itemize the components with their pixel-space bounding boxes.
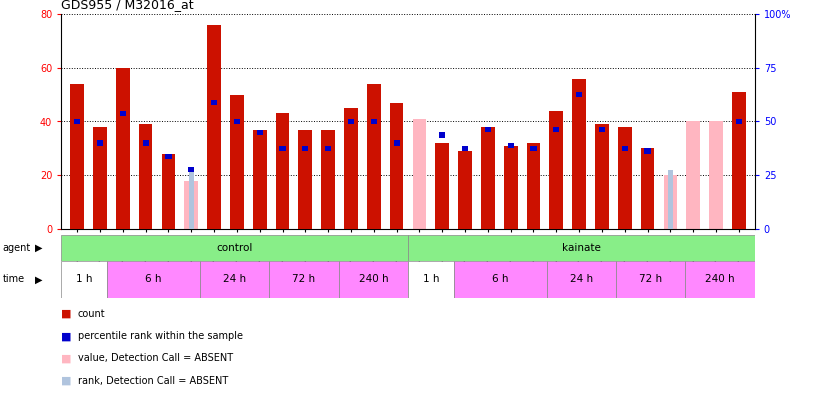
Bar [459, 151, 472, 229]
Bar [616, 261, 685, 298]
Text: ■: ■ [61, 331, 72, 341]
Bar [709, 122, 723, 229]
Bar [339, 261, 408, 298]
Text: 1 h: 1 h [423, 275, 439, 284]
Bar [641, 148, 654, 229]
Bar [547, 261, 616, 298]
Text: 72 h: 72 h [292, 275, 316, 284]
Bar [393, 140, 400, 146]
Bar [686, 122, 700, 229]
Text: GDS955 / M32016_at: GDS955 / M32016_at [61, 0, 194, 11]
Bar [439, 132, 446, 138]
Bar [143, 140, 149, 146]
Bar [166, 153, 171, 159]
Bar [93, 127, 107, 229]
Text: ▶: ▶ [35, 243, 42, 253]
Bar [455, 261, 547, 298]
Bar [595, 124, 609, 229]
Bar [413, 119, 426, 229]
Bar [108, 261, 200, 298]
Bar [408, 261, 455, 298]
Bar [736, 119, 742, 124]
Text: 24 h: 24 h [570, 275, 593, 284]
Bar [74, 119, 80, 124]
Bar [200, 261, 269, 298]
Bar [230, 95, 244, 229]
Bar [367, 84, 380, 229]
Text: 72 h: 72 h [639, 275, 663, 284]
Bar [70, 84, 84, 229]
Bar [526, 143, 540, 229]
Bar [188, 167, 194, 173]
Bar [576, 92, 582, 97]
Bar [390, 103, 403, 229]
Text: 240 h: 240 h [705, 275, 735, 284]
Bar [253, 130, 267, 229]
Text: count: count [78, 309, 105, 319]
Bar [530, 146, 537, 151]
Bar [503, 146, 517, 229]
Bar [408, 235, 755, 261]
Bar [269, 261, 339, 298]
Bar [663, 175, 677, 229]
Text: control: control [216, 243, 253, 253]
Bar [618, 127, 632, 229]
Bar [120, 111, 126, 116]
Bar [184, 181, 198, 229]
Bar [462, 146, 468, 151]
Bar [211, 100, 217, 105]
Bar [436, 143, 449, 229]
Bar [207, 25, 221, 229]
Bar [668, 170, 672, 229]
Bar [162, 153, 175, 229]
Text: ■: ■ [61, 376, 72, 386]
Bar [61, 261, 108, 298]
Text: kainate: kainate [562, 243, 601, 253]
Bar [572, 79, 586, 229]
Bar [344, 108, 357, 229]
Bar [622, 146, 628, 151]
Bar [61, 235, 408, 261]
Text: 6 h: 6 h [492, 275, 508, 284]
Text: rank, Detection Call = ABSENT: rank, Detection Call = ABSENT [78, 376, 228, 386]
Bar [732, 92, 746, 229]
Text: 24 h: 24 h [223, 275, 246, 284]
Bar [256, 130, 263, 135]
Text: 6 h: 6 h [145, 275, 162, 284]
Text: agent: agent [2, 243, 31, 253]
Text: 1 h: 1 h [76, 275, 92, 284]
Bar [234, 119, 240, 124]
Bar [481, 127, 494, 229]
Bar [685, 261, 755, 298]
Bar [276, 113, 290, 229]
Text: 240 h: 240 h [358, 275, 388, 284]
Text: ■: ■ [61, 309, 72, 319]
Bar [348, 119, 354, 124]
Bar [645, 148, 650, 153]
Bar [325, 146, 331, 151]
Bar [97, 140, 103, 146]
Bar [302, 146, 308, 151]
Bar [599, 127, 605, 132]
Bar [299, 130, 313, 229]
Bar [279, 146, 286, 151]
Bar [139, 124, 153, 229]
Text: time: time [2, 275, 24, 284]
Text: ■: ■ [61, 354, 72, 363]
Bar [116, 68, 130, 229]
Text: value, Detection Call = ABSENT: value, Detection Call = ABSENT [78, 354, 233, 363]
Bar [485, 127, 491, 132]
Text: percentile rank within the sample: percentile rank within the sample [78, 331, 242, 341]
Bar [322, 130, 335, 229]
Bar [553, 127, 560, 132]
Bar [508, 143, 514, 148]
Bar [188, 170, 193, 229]
Text: ▶: ▶ [35, 275, 42, 284]
Bar [549, 111, 563, 229]
Bar [370, 119, 377, 124]
